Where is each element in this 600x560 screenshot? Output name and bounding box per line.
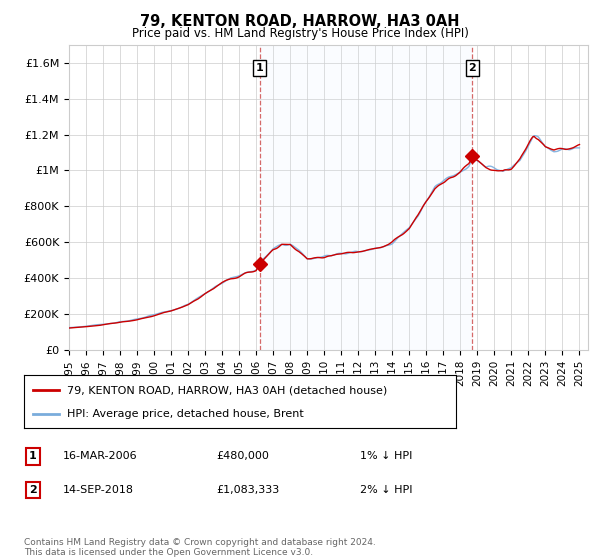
Text: HPI: Average price, detached house, Brent: HPI: Average price, detached house, Bren… [67,408,304,418]
Text: 14-SEP-2018: 14-SEP-2018 [63,485,134,495]
Text: 16-MAR-2006: 16-MAR-2006 [63,451,137,461]
Text: 2: 2 [469,63,476,73]
Text: 1: 1 [29,451,37,461]
Text: Price paid vs. HM Land Registry's House Price Index (HPI): Price paid vs. HM Land Registry's House … [131,27,469,40]
Text: 2: 2 [29,485,37,495]
Text: Contains HM Land Registry data © Crown copyright and database right 2024.
This d: Contains HM Land Registry data © Crown c… [24,538,376,557]
Text: £480,000: £480,000 [216,451,269,461]
Text: 79, KENTON ROAD, HARROW, HA3 0AH (detached house): 79, KENTON ROAD, HARROW, HA3 0AH (detach… [67,385,388,395]
Text: £1,083,333: £1,083,333 [216,485,279,495]
Text: 1: 1 [256,63,263,73]
Text: 1% ↓ HPI: 1% ↓ HPI [360,451,412,461]
Text: 2% ↓ HPI: 2% ↓ HPI [360,485,413,495]
Text: 79, KENTON ROAD, HARROW, HA3 0AH: 79, KENTON ROAD, HARROW, HA3 0AH [140,14,460,29]
